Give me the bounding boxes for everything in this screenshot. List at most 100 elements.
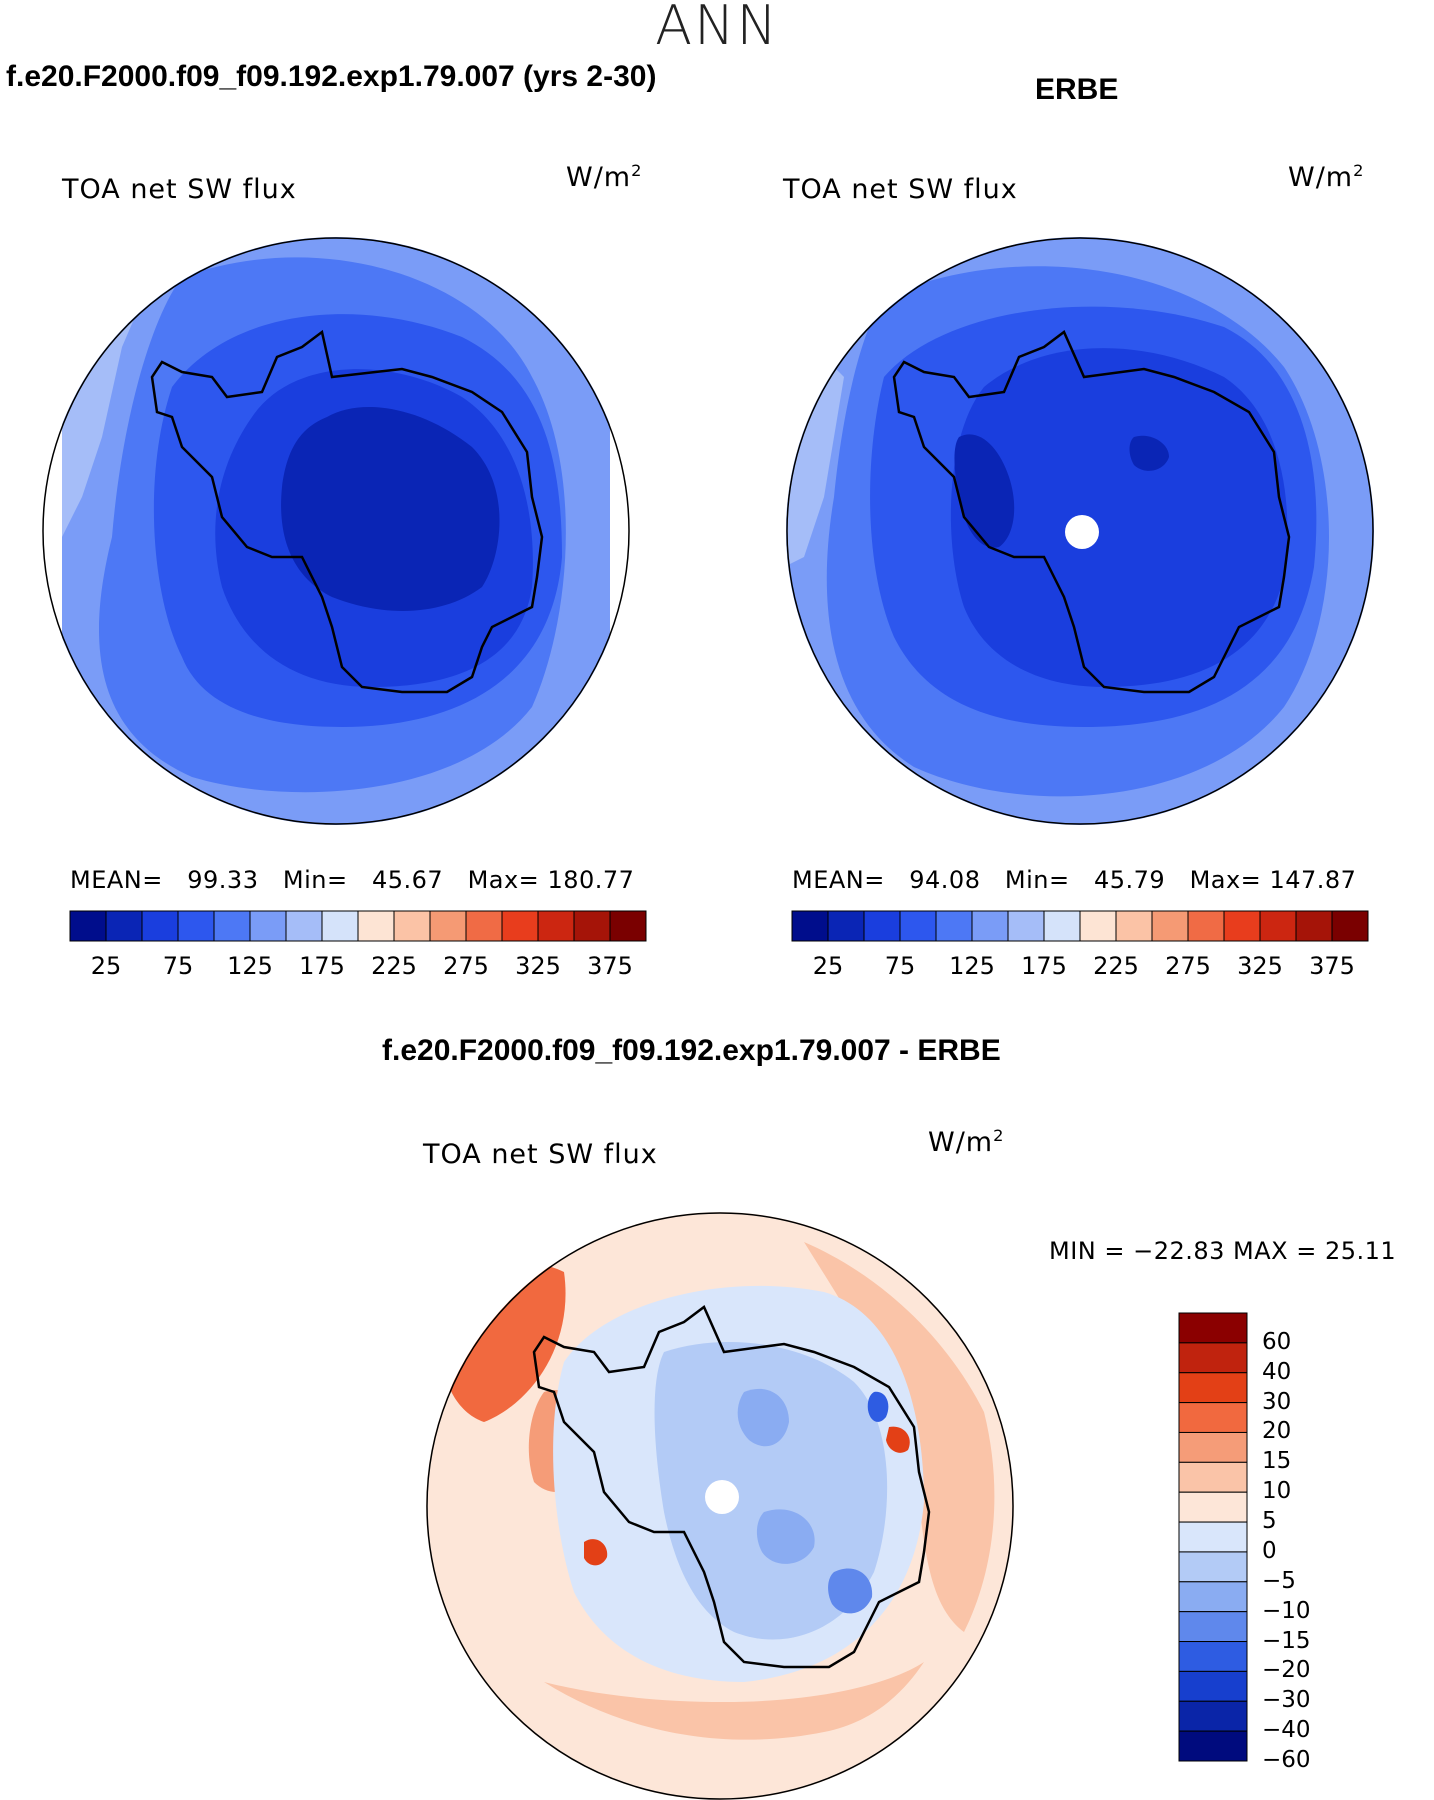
obs-missing-data-pole	[1065, 515, 1099, 549]
obs-colorbar-swatch	[1151, 910, 1189, 942]
diff-colorbar-swatch	[1178, 1342, 1248, 1374]
model-colorbar-swatch	[213, 910, 251, 942]
diff-field-patch-g	[584, 1539, 608, 1566]
diff-polar-map	[426, 1212, 1014, 1800]
diff-colorbar-tick-label: −40	[1262, 1717, 1311, 1744]
diff-colorbar	[1178, 1312, 1248, 1762]
diff-units-label: W/m2	[928, 1126, 1005, 1158]
obs-colorbar-swatch	[1115, 910, 1153, 942]
model-colorbar-tick-label: 75	[162, 952, 194, 980]
diff-field-patch-e	[867, 1391, 889, 1422]
model-colorbar-tick-label: 275	[443, 952, 489, 980]
diff-field-patch-d	[828, 1568, 873, 1614]
model-colorbar-swatch	[429, 910, 467, 942]
obs-colorbar	[791, 910, 1369, 942]
season-title: ANN	[655, 0, 779, 57]
obs-stats: MEAN= 94.08 Min= 45.79 Max= 147.87	[792, 866, 1357, 894]
obs-colorbar-tick-label: 175	[1021, 952, 1067, 980]
obs-colorbar-tick-label: 75	[884, 952, 916, 980]
obs-colorbar-swatch	[827, 910, 865, 942]
diff-colorbar-tick-label: 5	[1262, 1508, 1277, 1535]
diff-colorbar-ticks: 60 40 30 20 15 10 5 0 −5 −10 −15 −20 −30 −40 −60	[1262, 1313, 1342, 1773]
model-colorbar-ticks: 25 75 125 175 225 275 325 375	[70, 952, 646, 982]
diff-colorbar-tick-label: −20	[1262, 1657, 1311, 1684]
model-field-band-5	[281, 407, 500, 611]
model-variable-label: TOA net SW flux	[62, 174, 297, 205]
model-colorbar-swatch	[573, 910, 611, 942]
obs-field-band-4	[950, 348, 1288, 687]
diff-colorbar-tick-label: 30	[1262, 1388, 1292, 1415]
model-panel-title: f.e20.F2000.f09_f09.192.exp1.79.007 (yrs…	[6, 60, 657, 93]
diff-colorbar-swatch	[1178, 1611, 1248, 1643]
diff-colorbar-tick-label: 60	[1262, 1328, 1292, 1355]
diff-panel-title: f.e20.F2000.f09_f09.192.exp1.79.007 - ER…	[382, 1034, 1001, 1067]
diff-field-patch-f	[886, 1426, 910, 1453]
model-colorbar-tick-label: 125	[227, 952, 273, 980]
model-colorbar-tick-label: 225	[371, 952, 417, 980]
obs-colorbar-swatch	[1007, 910, 1045, 942]
model-map-boundary	[42, 237, 630, 825]
obs-colorbar-tick-label: 25	[812, 952, 844, 980]
obs-colorbar-swatch	[971, 910, 1009, 942]
diff-colorbar-swatch	[1178, 1491, 1248, 1523]
obs-colorbar-tick-label: 275	[1165, 952, 1211, 980]
diff-colorbar-swatch	[1178, 1461, 1248, 1493]
model-colorbar-swatch	[393, 910, 431, 942]
obs-field-band-5a	[954, 434, 1015, 548]
diff-missing-data-pole	[705, 1480, 739, 1514]
diff-field-positive-east-ring	[804, 1242, 995, 1632]
diff-field-positive-south-ring	[544, 1662, 924, 1740]
diff-colorbar-swatch	[1178, 1670, 1248, 1702]
diff-colorbar-tick-label: −10	[1262, 1597, 1311, 1624]
diff-colorbar-swatch	[1178, 1700, 1248, 1732]
model-stats: MEAN= 99.33 Min= 45.67 Max= 180.77	[70, 866, 635, 894]
obs-colorbar-swatch	[1331, 910, 1369, 942]
diff-field-minus5-to-minus10	[654, 1342, 888, 1640]
diff-colorbar-swatch	[1178, 1551, 1248, 1583]
obs-antarctica-coastline	[892, 330, 1291, 694]
model-colorbar-swatch	[285, 910, 323, 942]
diff-variable-label: TOA net SW flux	[423, 1139, 658, 1170]
obs-variable-label: TOA net SW flux	[783, 174, 1018, 205]
model-colorbar-swatch	[501, 910, 539, 942]
model-colorbar-swatch	[609, 910, 647, 942]
obs-colorbar-tick-label: 225	[1093, 952, 1139, 980]
obs-colorbar-swatch	[1079, 910, 1117, 942]
model-colorbar-tick-label: 325	[515, 952, 561, 980]
obs-colorbar-tick-label: 325	[1237, 952, 1283, 980]
model-colorbar	[69, 910, 647, 942]
diff-antarctica-coastline	[532, 1305, 931, 1669]
obs-colorbar-swatch	[899, 910, 937, 942]
obs-colorbar-swatch	[1259, 910, 1297, 942]
diff-colorbar-tick-label: −60	[1262, 1747, 1311, 1773]
diff-minmax: MIN = −22.83 MAX = 25.11	[1049, 1237, 1397, 1265]
diff-colorbar-swatch	[1178, 1641, 1248, 1672]
model-colorbar-swatch	[357, 910, 395, 942]
diff-colorbar-tick-label: 20	[1262, 1418, 1292, 1445]
model-colorbar-swatch	[465, 910, 503, 942]
obs-colorbar-swatch	[1187, 910, 1225, 942]
obs-colorbar-swatch	[791, 910, 829, 942]
diff-colorbar-tick-label: −30	[1262, 1687, 1311, 1714]
model-colorbar-tick-label: 375	[587, 952, 633, 980]
obs-polar-map	[786, 237, 1374, 825]
diff-colorbar-swatch	[1178, 1431, 1248, 1463]
model-units-label: W/m2	[566, 161, 643, 193]
diff-colorbar-tick-label: −15	[1262, 1627, 1311, 1654]
diff-colorbar-tick-label: 40	[1262, 1358, 1292, 1385]
model-colorbar-swatch	[537, 910, 575, 942]
obs-panel-title: ERBE	[1035, 73, 1119, 106]
obs-colorbar-swatch	[1295, 910, 1333, 942]
obs-colorbar-tick-label: 125	[949, 952, 995, 980]
diff-field-patch-b	[737, 1388, 789, 1447]
model-polar-map	[42, 237, 630, 825]
diff-colorbar-swatch	[1178, 1730, 1248, 1762]
obs-colorbar-swatch	[935, 910, 973, 942]
diff-colorbar-tick-label: −5	[1262, 1567, 1296, 1594]
model-colorbar-swatch	[177, 910, 215, 942]
model-colorbar-swatch	[249, 910, 287, 942]
obs-field-band-5b	[1129, 435, 1169, 471]
obs-colorbar-ticks: 25 75 125 175 225 275 325 375	[792, 952, 1368, 982]
model-colorbar-tick-label: 175	[299, 952, 345, 980]
obs-units-label: W/m2	[1288, 161, 1365, 193]
